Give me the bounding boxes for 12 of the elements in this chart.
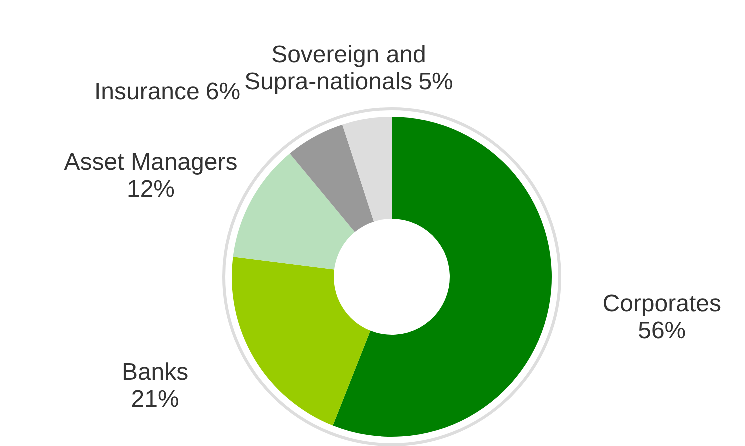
slice-label: Banks xyxy=(122,358,189,386)
data-label: 6% xyxy=(206,78,241,106)
slice-label: Insurance xyxy=(94,78,200,106)
data-label: 12% xyxy=(126,176,176,203)
donut-slice xyxy=(342,117,392,222)
slice-label: Asset Managers xyxy=(64,148,238,176)
donut-slice xyxy=(333,117,552,437)
donut-slice xyxy=(232,256,371,426)
data-label: 56% xyxy=(638,318,686,345)
slice-label: Corporates xyxy=(602,290,722,318)
donut-slice xyxy=(290,124,374,232)
data-label: 21% xyxy=(131,386,180,413)
